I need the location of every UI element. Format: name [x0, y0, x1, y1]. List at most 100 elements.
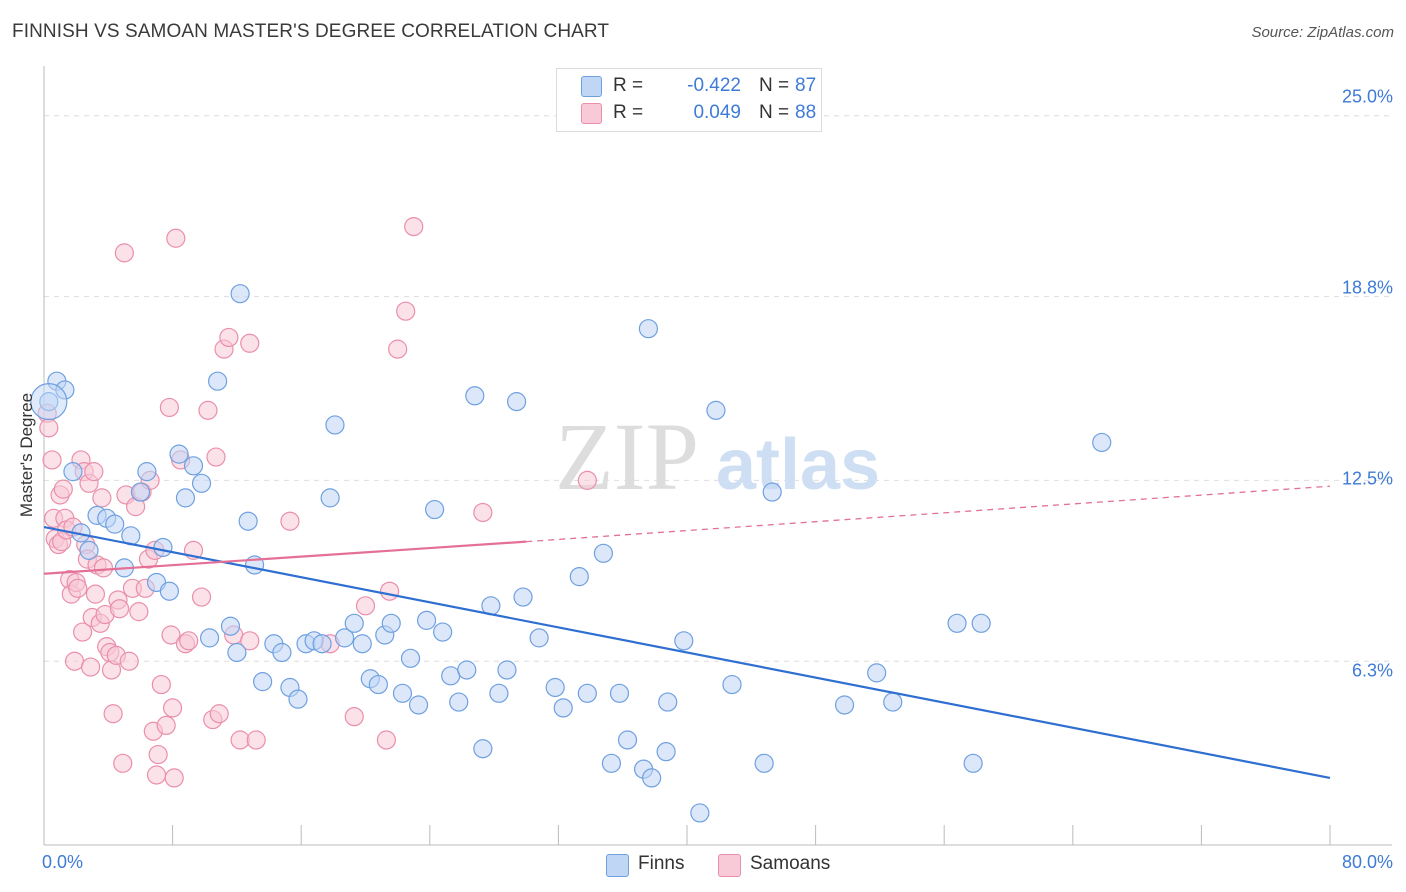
finns-point: [513, 587, 533, 607]
samoans-point: [92, 488, 112, 508]
samoans-point: [85, 584, 106, 604]
samoans-point: [240, 333, 260, 353]
finns-point: [553, 698, 573, 718]
n-label: N =: [759, 102, 790, 123]
finns-point: [658, 692, 678, 712]
samoans-point: [396, 301, 416, 321]
samoans-point: [219, 327, 239, 348]
finns-point: [465, 386, 485, 406]
finns-point: [834, 695, 855, 715]
finns-point: [883, 692, 903, 712]
finns-point: [368, 674, 388, 695]
finns-point: [457, 660, 477, 680]
r-value: 0.049: [693, 102, 741, 123]
finns-point: [392, 683, 413, 703]
finns-point: [408, 695, 429, 715]
finns-point: [1092, 432, 1112, 453]
finns-trend-line: [43, 525, 1331, 779]
finns-point: [867, 663, 887, 683]
finns-point: [601, 753, 622, 773]
finns-point: [153, 537, 173, 558]
finns-point: [722, 674, 742, 695]
samoans-point: [230, 730, 250, 750]
finns-swatch: [606, 854, 629, 877]
samoans-point: [68, 578, 88, 598]
finns-point: [335, 628, 355, 648]
samoans-point: [280, 511, 300, 531]
samoans-point: [159, 397, 179, 418]
finns-point: [30, 383, 68, 421]
finns-point: [416, 610, 437, 630]
samoans-point: [114, 243, 134, 263]
finns-point: [963, 753, 983, 773]
samoans-point: [206, 447, 226, 467]
finns-point: [344, 613, 364, 633]
samoans-point: [119, 651, 139, 671]
finns-point: [191, 473, 212, 493]
samoans-label: Samoans: [750, 853, 831, 874]
finns-point: [272, 642, 292, 663]
finns-point: [609, 683, 630, 703]
finns-point: [674, 631, 694, 651]
samoans-point: [198, 400, 218, 420]
samoans-point: [179, 631, 199, 651]
samoans-swatch: [581, 103, 602, 124]
finns-point: [762, 482, 782, 502]
finns-swatch: [581, 76, 602, 97]
x-tick-label: 0.0%: [42, 852, 84, 872]
finns-point: [130, 482, 151, 502]
finns-series: [30, 284, 1112, 823]
finns-point: [642, 768, 662, 788]
finns-point: [352, 634, 372, 654]
finns-point: [400, 648, 421, 668]
finns-point: [63, 462, 83, 482]
samoans-point: [388, 339, 408, 359]
samoans-point: [404, 217, 424, 237]
axes: [43, 66, 1392, 846]
finns-point: [159, 581, 179, 601]
samoans-point: [344, 707, 364, 727]
y-axis-label: Master's Degree: [17, 392, 36, 518]
samoans-point: [103, 704, 123, 724]
trend-lines: [43, 485, 1331, 779]
finns-point: [473, 739, 493, 759]
finns-point: [617, 730, 638, 750]
finns-point: [183, 456, 204, 476]
watermark-atlas: atlas: [716, 425, 880, 505]
finns-point: [497, 660, 517, 680]
finns-point: [175, 488, 196, 508]
samoans-point: [380, 581, 400, 601]
finns-point: [754, 753, 774, 773]
samoans-point: [246, 730, 266, 750]
samoans-point: [64, 651, 85, 671]
finns-point: [381, 613, 401, 633]
samoans-point: [151, 674, 171, 695]
finns-point: [569, 567, 589, 587]
samoans-point: [39, 418, 59, 438]
finns-point: [199, 628, 220, 648]
finns-label: Finns: [638, 853, 685, 874]
finns-point: [433, 622, 453, 642]
finns-point: [320, 488, 340, 508]
watermark: ZIP atlas: [555, 403, 880, 510]
finns-point: [690, 803, 710, 823]
samoans-trend-extension: [526, 485, 1331, 543]
finns-point: [529, 628, 549, 648]
finns-point: [105, 514, 125, 534]
finns-point: [449, 692, 469, 712]
y-tick-label: 25.0%: [1341, 86, 1393, 107]
watermark-zip: ZIP: [555, 403, 699, 510]
finns-point: [312, 634, 332, 654]
finns-point: [706, 400, 726, 420]
finns-point: [971, 613, 991, 633]
samoans-point: [376, 730, 396, 750]
finns-point: [577, 683, 597, 703]
samoans-point: [113, 753, 133, 773]
samoans-point: [156, 715, 176, 736]
finns-point: [507, 392, 527, 412]
samoans-point: [161, 625, 181, 645]
finns-point: [325, 415, 345, 435]
samoans-point: [164, 768, 184, 788]
r-value: -0.422: [687, 75, 741, 96]
samoans-point: [129, 602, 149, 622]
